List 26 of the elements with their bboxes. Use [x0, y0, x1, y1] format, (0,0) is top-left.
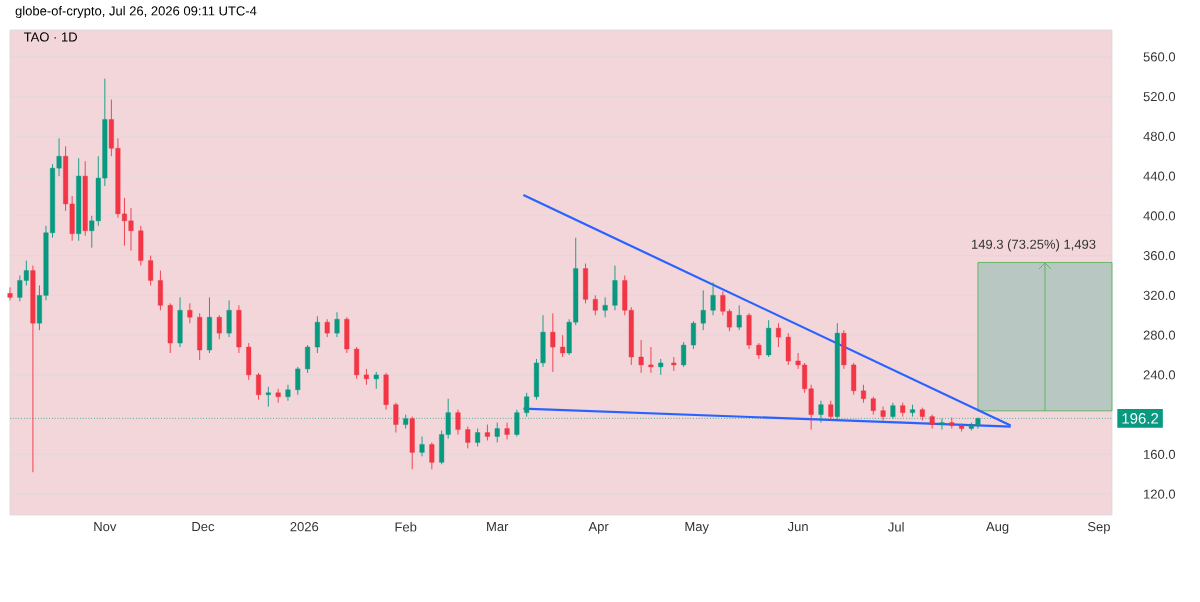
x-tick-label: Feb: [395, 522, 417, 532]
y-tick-label: 160.0: [1144, 449, 1176, 459]
x-tick-label: Jul: [888, 522, 904, 532]
x-tick-label: 2026: [290, 522, 319, 532]
x-tick-label: Apr: [588, 522, 609, 534]
ref-line-label: 196.2: [1122, 413, 1159, 424]
y-tick-label: 360.0: [1143, 251, 1176, 261]
chart-title: TAO · 1D: [23, 32, 77, 42]
x-tick-label: Aug: [986, 522, 1009, 534]
y-tick-label: 400.0: [1143, 211, 1176, 221]
y-tick-label: 240.0: [1143, 370, 1176, 380]
y-tick-label: 560.0: [1143, 52, 1176, 62]
x-tick-label: Sep: [1087, 522, 1110, 534]
y-tick-label: 520.0: [1143, 92, 1176, 102]
x-tick-label: Nov: [94, 522, 117, 532]
x-tick-label: Jun: [787, 522, 808, 532]
annotation: 149.3 (73.25%) 1,493: [972, 239, 1096, 252]
y-tick-label: 440.0: [1143, 171, 1176, 181]
y-tick-label: 320.0: [1143, 290, 1176, 300]
y-tick-label: 480.0: [1143, 131, 1176, 141]
x-tick-label: Mar: [487, 522, 509, 532]
y-tick-label: 120.0: [1144, 489, 1176, 499]
y-tick-label: 280.0: [1143, 330, 1176, 340]
x-tick-label: May: [685, 522, 709, 534]
text: globe-of-crypto, Jul 26, 2026 09:11 UTC-4: [15, 5, 257, 19]
x-tick-label: Dec: [192, 522, 215, 532]
